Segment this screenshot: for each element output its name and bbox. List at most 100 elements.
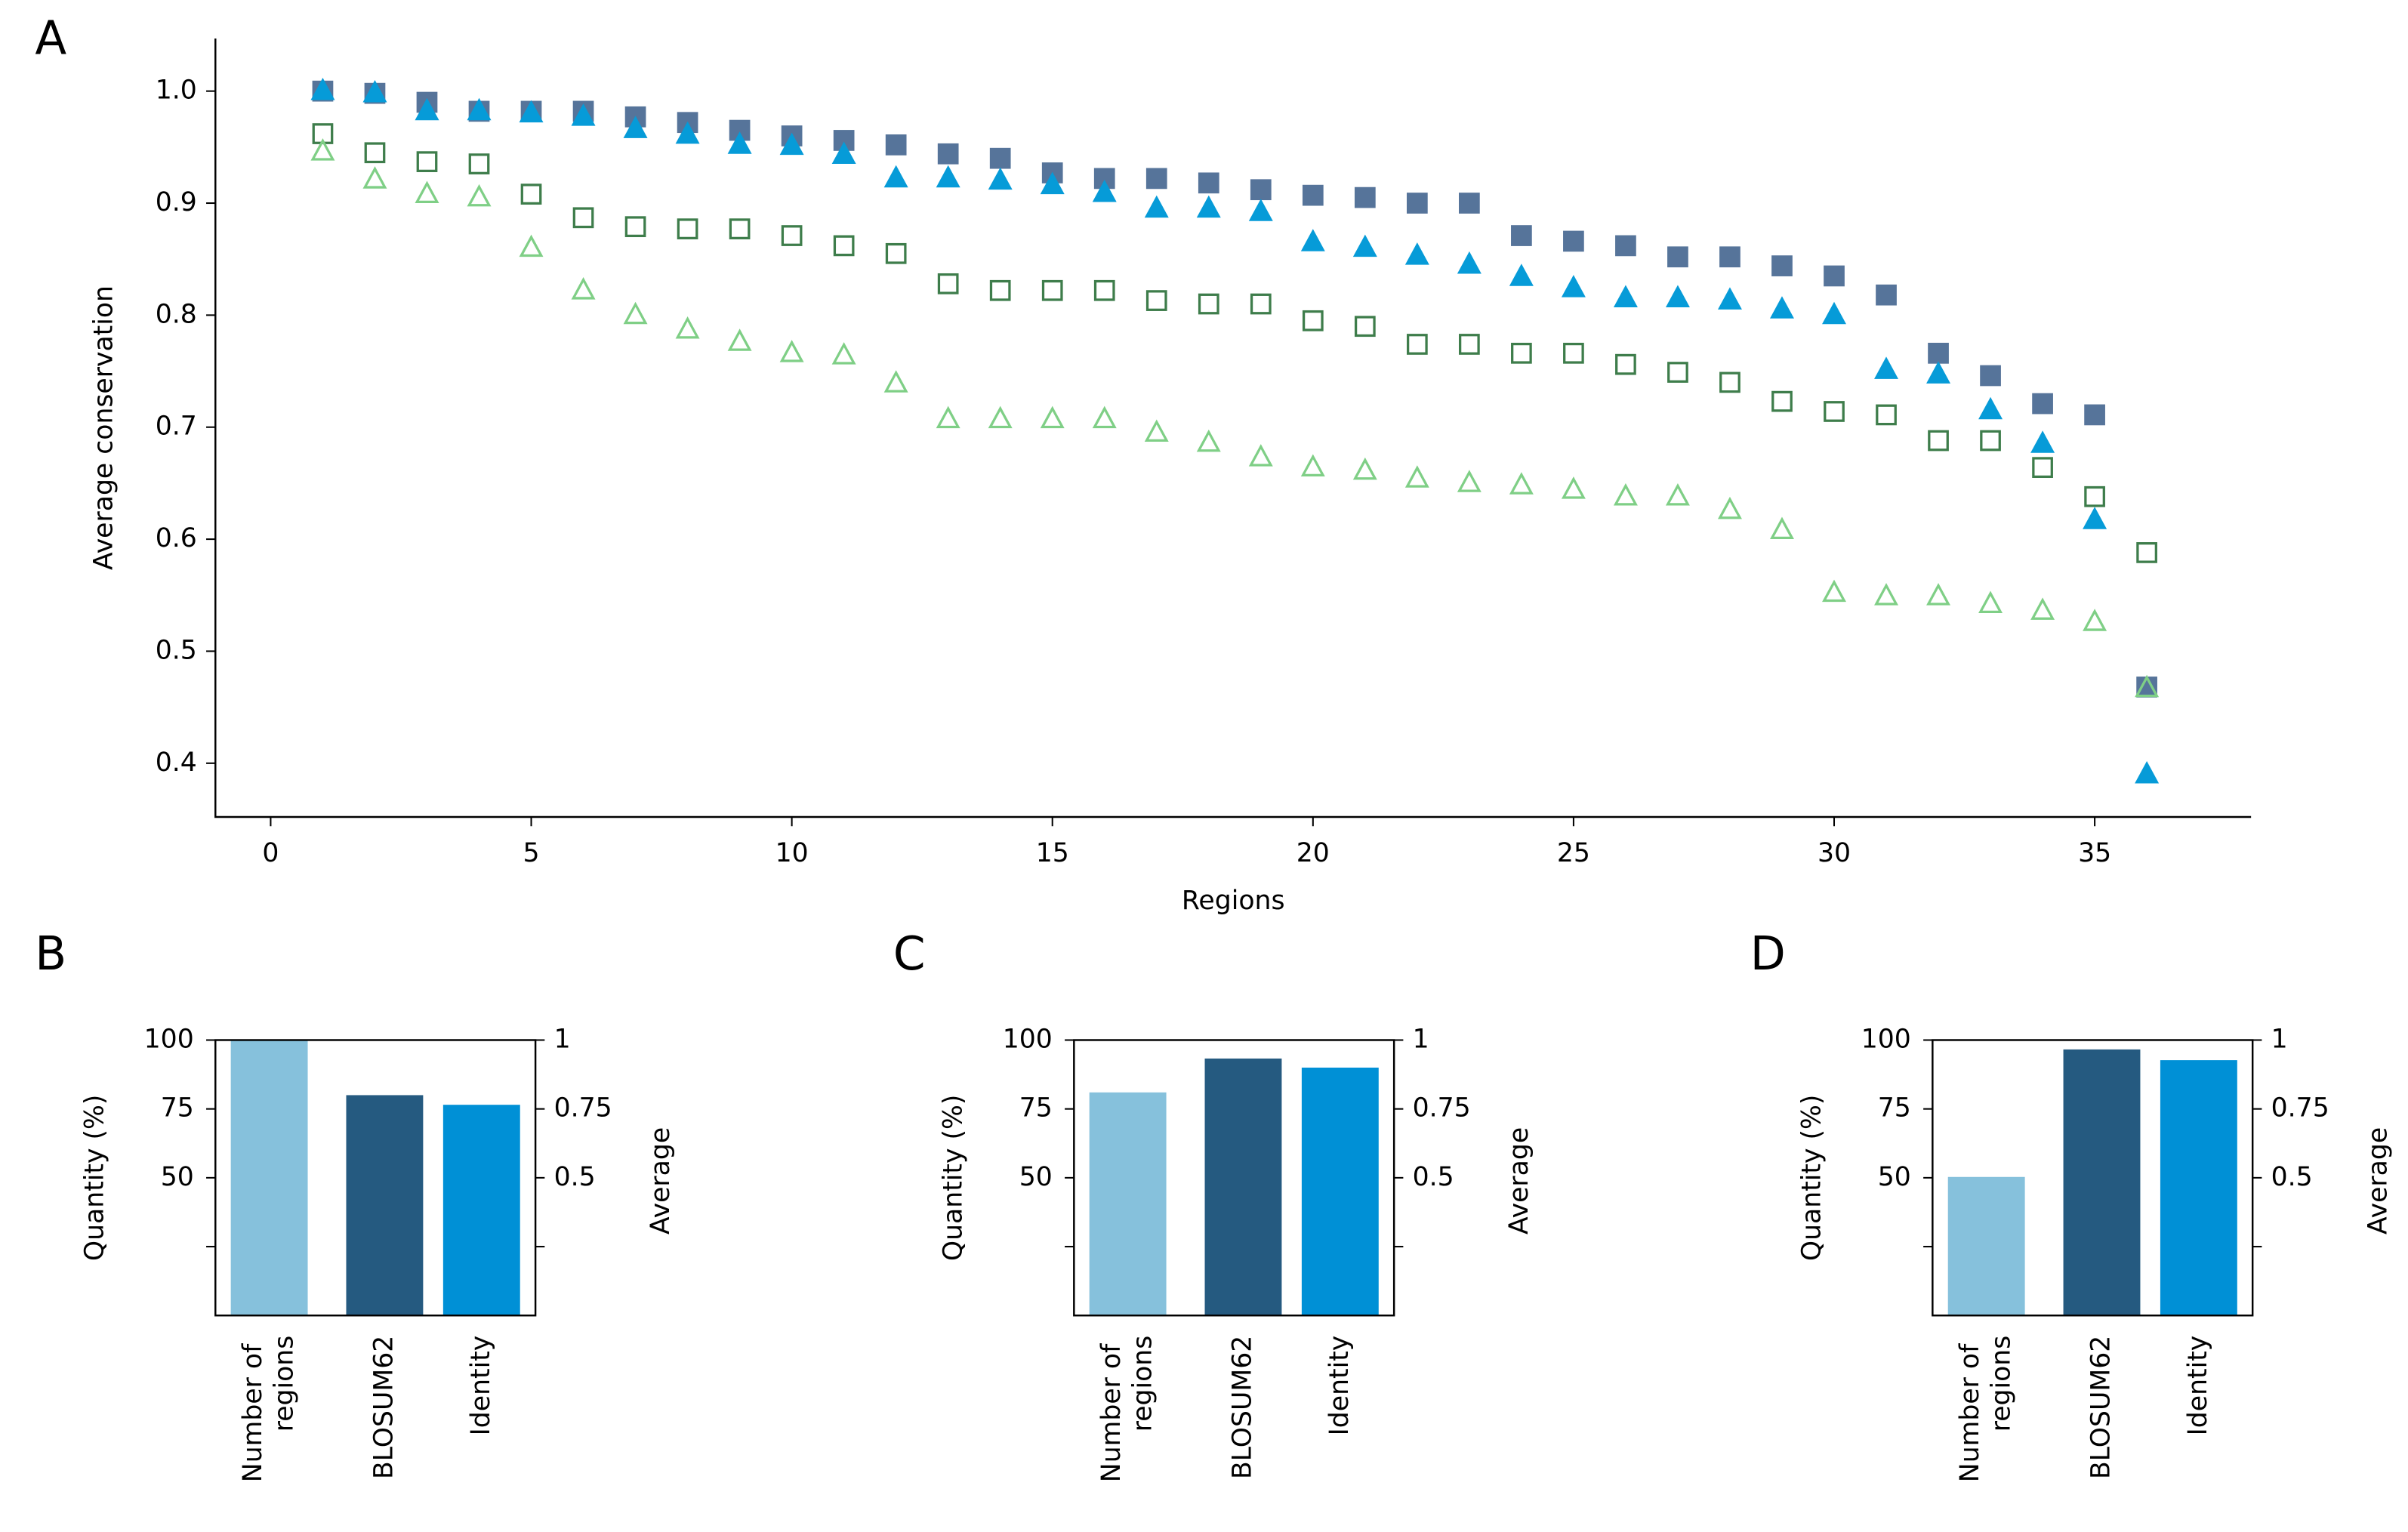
y2-axis-label: Average [1504,1127,1534,1235]
triangle-marker [1978,396,2003,420]
y-tick-label: 75 [1878,1093,1911,1124]
triangle-marker [467,183,492,207]
x-tick-label: Number of regions [1096,1336,1158,1482]
y-tick-label: 75 [161,1093,194,1124]
triangle-marker [2135,674,2160,698]
triangle-marker [2135,760,2160,784]
triangle-marker [936,405,960,429]
square-marker [833,235,855,257]
square-marker [1354,186,1376,208]
x-tick-label: 10 [775,838,809,868]
triangle-marker [779,132,804,156]
bar [1947,1176,2025,1316]
square-marker [624,216,646,238]
y-axis-label: Quantity (%) [1796,1095,1827,1262]
y2-tick-label: 1 [2271,1024,2288,1054]
y-tick-label: 75 [1019,1093,1053,1124]
triangle-marker [1978,590,2003,613]
triangle-marker [727,131,752,154]
square-marker [781,225,803,246]
panel-label: C [893,927,926,981]
y2-tick-label: 0.5 [2271,1162,2313,1192]
square-marker [1824,401,1845,422]
triangle-marker [519,234,544,257]
square-marker [1980,430,2001,452]
triangle-marker [1561,275,1586,297]
square-marker [1824,265,1845,287]
triangle-marker [1770,296,1794,319]
triangle-marker [1665,483,1690,506]
square-marker [1667,246,1688,268]
square-marker [1511,225,1532,246]
triangle-marker [727,328,752,351]
square-marker [1563,342,1584,364]
square-marker [989,147,1011,169]
triangle-marker [1300,229,1325,251]
y-tick-label: 0.4 [156,748,197,778]
triangle-marker [310,138,335,161]
square-marker [1771,390,1793,412]
y-tick-label: 1.0 [156,76,197,106]
triangle-marker [1874,583,1899,606]
square-marker [468,153,490,174]
y-tick-label: 50 [1019,1162,1053,1192]
square-marker [364,142,386,164]
square-marker [1719,246,1740,268]
triangle-marker [1665,285,1690,307]
square-marker [1667,362,1688,383]
triangle-marker [1040,405,1065,429]
triangle-marker [1717,496,1742,519]
y-tick-label: 100 [1861,1024,1911,1054]
triangle-marker [2083,609,2107,631]
x-tick-line: Number of [1096,1336,1127,1482]
square-marker [1511,342,1532,364]
triangle-marker [1509,264,1534,286]
square-marker [1250,179,1272,201]
triangle-marker [1300,454,1325,476]
triangle-marker [2083,507,2107,529]
x-tick-group: Identity [1324,1336,1355,1436]
triangle-marker [779,340,804,362]
x-tick-label: Identity [466,1336,496,1436]
y-axis-label: Quantity (%) [938,1095,968,1262]
panel-label: B [35,927,66,981]
triangle-marker [1144,419,1169,442]
square-marker [2084,404,2105,426]
x-tick-group: Identity [2183,1336,2213,1436]
triangle-marker [1144,195,1169,218]
y2-tick-label: 0.75 [554,1093,612,1124]
triangle-marker [362,79,387,103]
x-tick-line: regions [1127,1336,1158,1432]
triangle-marker [1822,301,1846,325]
square-marker [1459,193,1480,214]
square-marker [1406,193,1428,214]
panel-label: A [35,12,66,66]
triangle-marker [362,166,387,189]
square-marker [989,279,1011,301]
figure-content: A 0 5 10 15 20 25 30 35 0.4 0.5 0.6 0.7 0.8 0.9 1.0 Regi… [35,12,2393,1483]
bar [442,1105,520,1316]
y-tick-label: 50 [1878,1162,1911,1192]
triangle-marker [1196,429,1221,452]
square-marker [1771,255,1793,276]
triangle-marker [1926,361,1951,384]
triangle-marker [1561,476,1586,499]
triangle-marker [988,167,1013,190]
square-marker [885,134,907,156]
triangle-marker [571,103,596,126]
square-marker [2084,485,2105,507]
y-tick-label: 0.9 [156,187,197,217]
square-marker [572,207,594,229]
bar [2063,1049,2141,1316]
triangle-marker [623,116,648,138]
axis-spine [214,38,2252,818]
x-tick-label: Identity [1324,1336,1355,1436]
triangle-marker [467,97,492,121]
square-marker [1354,316,1376,338]
x-tick-label: Identity [2183,1336,2213,1436]
triangle-marker [1092,405,1117,429]
y-tick-label: 0.7 [156,412,197,442]
triangle-marker [831,141,856,165]
triangle-marker [415,180,439,203]
y2-tick-label: 1 [554,1024,571,1054]
